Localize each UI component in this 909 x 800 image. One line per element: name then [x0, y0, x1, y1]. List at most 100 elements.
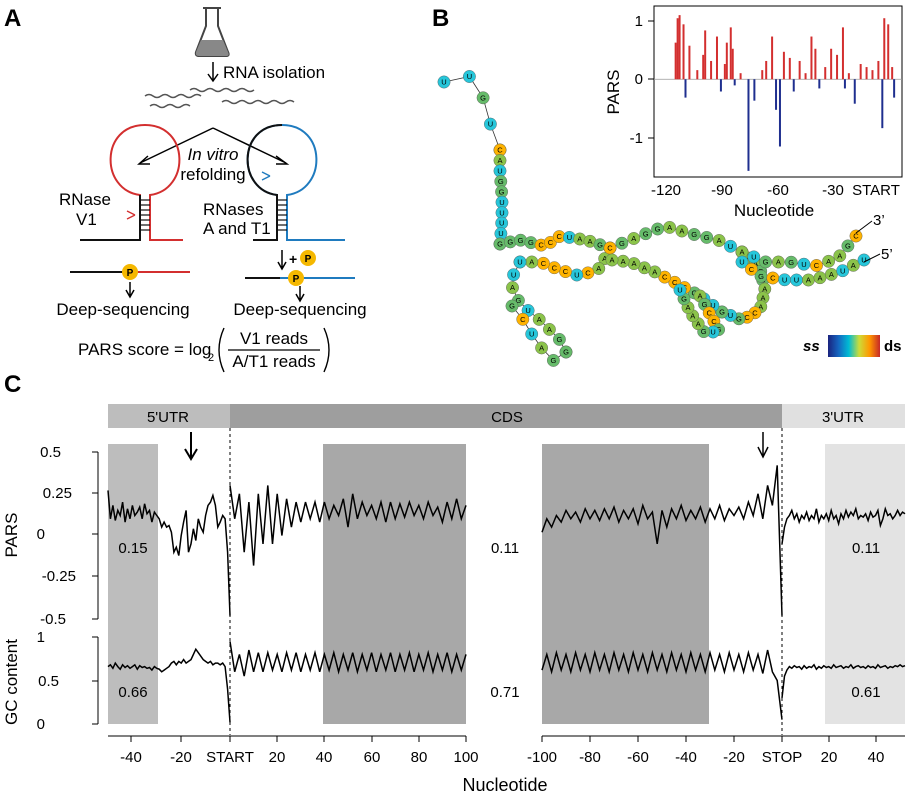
gc-y-axis: 1 0.5 0 GC content — [2, 629, 99, 733]
nucleotide — [759, 255, 772, 269]
at1-line1: RNases — [203, 200, 263, 219]
pars-avg-cds: 0.11 — [491, 540, 519, 557]
nucleotide-letter: G — [788, 258, 794, 267]
v1-line2: V1 — [76, 210, 97, 229]
nucleotide-letter: U — [677, 286, 682, 295]
panel-c-label: C — [4, 371, 21, 398]
nucleotide — [735, 255, 749, 269]
nucleotide-letter: C — [497, 146, 503, 155]
nucleotide-letter: U — [499, 208, 504, 217]
inset-pars-chart: 1 0 -1 PARS -120 -90 -60 -30 START Nucle… — [604, 5, 903, 220]
pars-ylabel: PARS — [2, 512, 21, 557]
nucleotide — [846, 258, 860, 272]
nucleotide — [675, 224, 689, 238]
nucleotide — [700, 230, 714, 244]
nucleotide-letter: U — [467, 72, 472, 81]
nucleotide-letter: U — [710, 328, 715, 337]
at1-line2: A and T1 — [203, 219, 271, 238]
nucleotide-letter: U — [529, 330, 534, 339]
nucleotide-letter: A — [510, 283, 515, 292]
nucleotide-letter: A — [609, 256, 614, 265]
nucleotide-letter: G — [515, 296, 521, 305]
line-series — [229, 485, 467, 566]
gc-ytick: 0 — [37, 716, 45, 733]
nucleotide-letter: A — [696, 319, 701, 328]
nucleotide-letter: C — [814, 261, 820, 270]
nucleotide-letter: C — [520, 315, 526, 324]
x-axis-label: Nucleotide — [462, 775, 547, 795]
nucleotide-letter: U — [497, 167, 502, 176]
inset-ytick: 1 — [635, 13, 643, 30]
nucleotide-letter: G — [498, 177, 504, 186]
panel-b: B UUGUGCAUGGUUUUUGGGGCCCUAAGGAAACUCCCAAU… — [432, 5, 903, 367]
nucleotide-letter: A — [762, 285, 767, 294]
refold-line2: refolding — [180, 165, 245, 184]
nucleotide-letter: G — [497, 240, 503, 249]
nucleotide-letter: G — [507, 238, 513, 247]
inset-xtick: -120 — [651, 182, 681, 199]
ss-ds-colorbar — [828, 335, 880, 357]
nucleotide-letter: G — [619, 239, 625, 248]
nucleotide-letter: U — [574, 271, 579, 280]
nucleotide-letter: U — [751, 253, 756, 262]
inset-ytick: 0 — [635, 71, 643, 88]
nucleotide-letter: A — [697, 292, 702, 301]
nucleotide-letter: G — [499, 187, 505, 196]
formula-denominator: A/T1 reads — [232, 352, 315, 371]
rna-secondary-structure: UUGUGCAUGGUUUUUGGGGCCCUAAGGAAACUCCCAAUUA… — [437, 70, 871, 367]
nucleotide-letter: A — [679, 227, 684, 236]
pars-y-axis: 0.5 0.25 0 -0.25 -0.5 PARS — [2, 444, 99, 628]
line-series — [541, 465, 783, 616]
xtick: 40 — [316, 749, 333, 766]
nucleotide-letter: G — [736, 314, 742, 323]
nucleotide-letter: U — [728, 311, 733, 320]
nucleotide-letter: A — [690, 311, 695, 320]
nucleotide — [483, 117, 497, 131]
pars-ytick: 0.5 — [40, 444, 61, 461]
nucleotide-letter: A — [851, 261, 856, 270]
nucleotide-letter: G — [845, 242, 851, 251]
xtick: -100 — [527, 749, 557, 766]
line-series — [107, 647, 231, 723]
down-arrow-icon — [757, 432, 769, 459]
legend-ds: ds — [884, 338, 902, 355]
nucleotide-letter: G — [704, 233, 710, 242]
xtick: 60 — [364, 749, 381, 766]
nucleotide-letter: C — [853, 232, 859, 241]
phosphate-icon — [122, 264, 138, 280]
gc-avg-3utr: 0.61 — [851, 684, 880, 701]
nucleotide-letter: C — [662, 273, 668, 282]
nucleotide-letter: G — [643, 229, 649, 238]
nucleotide-letter: G — [763, 258, 769, 267]
end-3-label: 3’ — [873, 212, 885, 229]
nucleotide-letter: C — [585, 269, 591, 278]
hairpin-at1 — [246, 123, 345, 241]
pars-ytick: -0.5 — [40, 611, 66, 628]
panel-a: A RNA isolation In vitro refolding — [4, 5, 367, 373]
down-arrow-icon — [277, 250, 287, 271]
region-3utr: 3'UTR — [822, 409, 864, 426]
phosphate-label: P — [293, 274, 300, 285]
nucleotide — [559, 345, 573, 359]
nucleotide-letter: U — [710, 301, 715, 310]
down-arrow-icon — [125, 282, 135, 299]
legend-ss: ss — [803, 338, 820, 355]
nucleotide-letter: G — [681, 294, 687, 303]
step-isolation: RNA isolation — [223, 63, 325, 82]
plus-sign: + — [289, 251, 297, 267]
nucleotide — [639, 227, 653, 241]
nucleotide-letter: G — [655, 225, 661, 234]
xtick: -40 — [675, 749, 697, 766]
nucleotide — [841, 239, 855, 253]
nucleotide-letter: C — [711, 317, 717, 326]
nucleotide-letter: A — [826, 257, 831, 266]
inset-xtick: -30 — [822, 182, 844, 199]
nucleotide-letter: U — [567, 233, 572, 242]
nucleotide-letter: U — [499, 219, 504, 228]
nucleotide-letter: A — [667, 223, 672, 232]
nucleotide-letter: U — [498, 229, 503, 238]
nucleotide — [849, 229, 863, 243]
nucleotide-letter: G — [509, 302, 515, 311]
nucleotide-letter: G — [691, 230, 697, 239]
